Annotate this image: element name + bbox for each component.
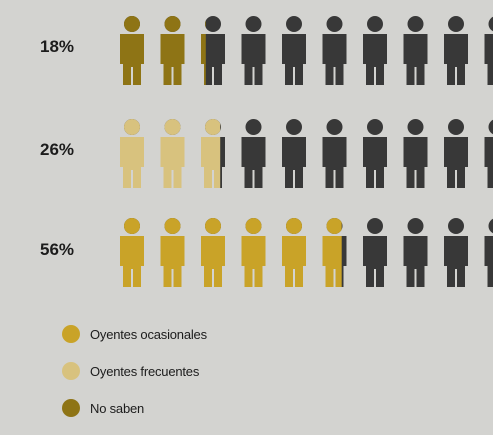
person-icon-row3-1	[120, 218, 144, 287]
legend-item-no-saben: No saben	[62, 398, 207, 418]
person-icon-row1-5	[282, 16, 306, 85]
person-icon-row3-8	[404, 218, 428, 287]
legend-swatch-oyentes-ocasionales	[62, 325, 80, 343]
legend-label-oyentes-ocasionales: Oyentes ocasionales	[90, 327, 207, 342]
person-icon-row3-2	[161, 218, 185, 287]
person-icon-row3-7	[363, 218, 387, 287]
person-icon-row2-9	[444, 119, 468, 188]
person-icon-row3-3	[201, 218, 225, 287]
person-icon-row1-1	[120, 16, 144, 85]
legend-label-no-saben: No saben	[90, 401, 144, 416]
person-icon-row3-4	[242, 218, 266, 287]
person-icon-row2-6	[323, 119, 347, 188]
legend-item-oyentes-frecuentes: Oyentes frecuentes	[62, 361, 207, 381]
person-icon-row2-2	[161, 119, 185, 188]
person-icon-row1-8	[404, 16, 428, 85]
person-icon-row2-4	[242, 119, 266, 188]
person-icon-row2-5	[282, 119, 306, 188]
person-icon-row2-8	[404, 119, 428, 188]
person-icon-row1-7	[363, 16, 387, 85]
person-icon-row1-2	[161, 16, 185, 85]
legend-swatch-oyentes-frecuentes	[62, 362, 80, 380]
person-icon-row2-1	[120, 119, 144, 188]
person-icon-row1-6	[323, 16, 347, 85]
person-icon-row1-3	[201, 16, 225, 85]
person-icon-row3-5	[282, 218, 306, 287]
legend-item-oyentes-ocasionales: Oyentes ocasionales	[62, 324, 207, 344]
person-icon-row1-4	[242, 16, 266, 85]
person-icon-row3-10	[485, 218, 493, 287]
legend-swatch-no-saben	[62, 399, 80, 417]
legend: Oyentes ocasionales Oyentes frecuentes N…	[62, 324, 207, 435]
person-icon-row2-10	[485, 119, 493, 188]
person-icon-row3-6	[323, 218, 347, 287]
person-icon-row1-10	[485, 16, 493, 85]
person-icon-row1-9	[444, 16, 468, 85]
legend-label-oyentes-frecuentes: Oyentes frecuentes	[90, 364, 199, 379]
person-icon-row2-3	[201, 119, 225, 188]
person-icon-row2-7	[363, 119, 387, 188]
person-icon-row3-9	[444, 218, 468, 287]
